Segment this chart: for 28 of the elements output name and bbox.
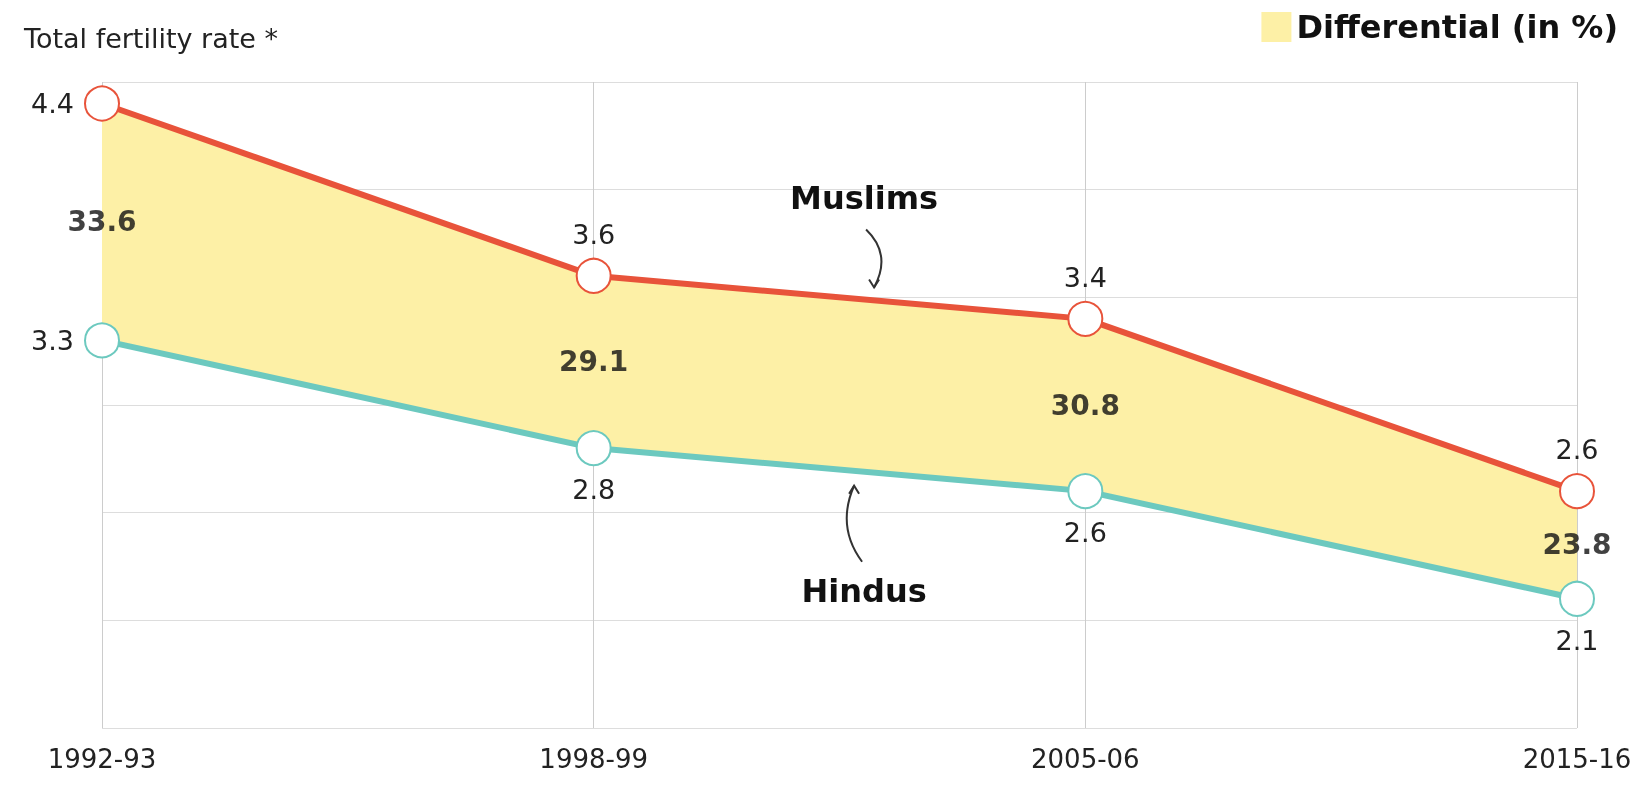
annotation: 30.8 <box>1050 388 1120 422</box>
x-tick-label: 1992-93 <box>47 744 157 774</box>
point <box>575 430 612 467</box>
annotation: 33.6 <box>67 205 137 239</box>
text: Hindus <box>801 571 927 610</box>
x-tick-label: 1998-99 <box>539 744 648 774</box>
annotation: 29.1 <box>559 345 629 379</box>
data-label: 2.1 <box>1555 624 1599 656</box>
point <box>84 322 120 359</box>
point <box>1559 580 1595 617</box>
data-label: 4.4 <box>31 88 74 120</box>
point <box>1067 473 1104 510</box>
data-label: 3.3 <box>31 324 74 356</box>
y-axis-title: Total fertility rate * <box>23 23 279 54</box>
x-tick-label: 2015-16 <box>1522 744 1632 774</box>
data-label: 2.6 <box>1555 434 1599 466</box>
data-label: 2.8 <box>572 474 616 506</box>
point <box>1067 300 1104 337</box>
point <box>1559 473 1595 510</box>
point <box>575 257 612 294</box>
text: Muslims <box>790 179 939 218</box>
data-label: 3.6 <box>572 218 616 250</box>
data-label: 3.4 <box>1063 261 1107 293</box>
data-label: 2.6 <box>1063 517 1107 549</box>
legend-label: Differential (in %) <box>1296 8 1618 46</box>
point <box>84 85 120 122</box>
annotation: 23.8 <box>1542 528 1612 562</box>
x-tick-label: 2005-06 <box>1031 744 1140 774</box>
